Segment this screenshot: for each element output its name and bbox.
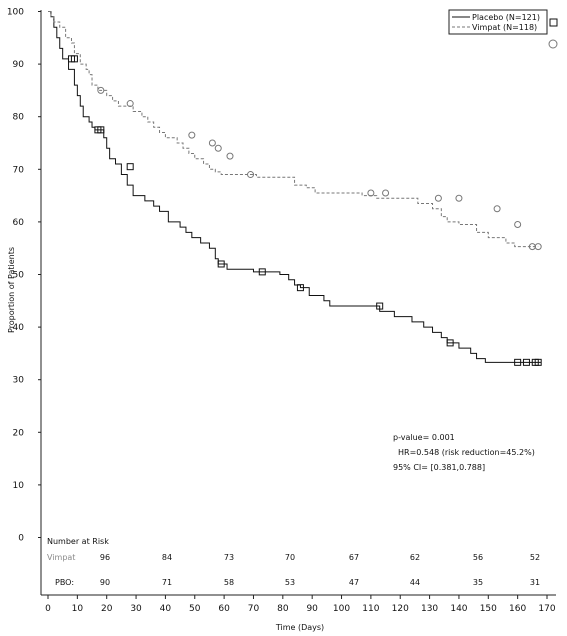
legend-label-vimpat: Vimpat (N=118) [472,23,537,32]
risk-value-vimpat: 67 [349,553,359,562]
censor-marker-vimpat [188,131,196,139]
legend-marker-vimpat [548,39,558,49]
x-tick-label: 70 [248,604,260,614]
risk-value-vimpat: 73 [224,553,234,562]
risk-value-vimpat: 84 [162,553,172,562]
risk-value-pbo: 53 [285,578,295,587]
statistics-annotation: p-value= 0.001 HR=0.548 (risk reduction=… [393,433,535,472]
risk-value-pbo: 44 [410,578,420,587]
series-line-placebo [48,11,542,363]
y-tick-label: 0 [18,534,24,544]
risk-table-title: Number at Risk [47,537,109,546]
censor-marker-vimpat [493,205,501,213]
x-tick-label: 50 [189,604,201,614]
y-tick-label: 30 [13,376,25,386]
risk-row-label-pbo: PBO: [55,578,74,587]
censor-marker-vimpat [534,243,542,251]
x-tick-label: 150 [480,604,497,614]
censor-marker-placebo [296,284,304,292]
censor-marker-placebo [70,55,78,63]
censor-marker-placebo [258,268,266,276]
legend-marker-placebo [549,18,558,27]
series-line-vimpat [48,11,539,248]
x-tick-label: 30 [130,604,142,614]
x-axis-label: Time (Days) [275,623,324,632]
censor-marker-vimpat [247,171,255,179]
censor-marker-placebo [97,126,105,134]
y-tick-label: 20 [13,428,25,438]
risk-value-pbo: 47 [349,578,359,587]
y-tick-label: 10 [13,481,25,491]
y-tick-label: 100 [7,8,24,18]
censor-marker-vimpat [226,152,234,160]
risk-value-pbo: 35 [473,578,483,587]
censor-marker-vimpat [434,194,442,202]
censor-marker-placebo [446,339,454,347]
legend-label-placebo: Placebo (N=121) [472,13,540,22]
risk-value-pbo: 58 [224,578,234,587]
risk-value-pbo: 31 [530,578,540,587]
legend-box [448,9,548,35]
y-tick-label: 50 [13,271,25,281]
x-tick-label: 160 [509,604,526,614]
censor-marker-placebo [522,358,530,366]
risk-value-pbo: 71 [162,578,172,587]
risk-value-vimpat: 96 [100,553,110,562]
censor-marker-vimpat [455,194,463,202]
y-tick-label: 70 [13,165,25,175]
y-tick-label: 90 [13,60,25,70]
x-tick-label: 80 [277,604,289,614]
x-tick-label: 120 [392,604,409,614]
p-value-text: p-value= 0.001 [393,433,455,442]
censor-marker-placebo [217,260,225,268]
x-tick-label: 10 [72,604,84,614]
y-axis-label: Proportion of Patients [7,247,16,333]
x-tick-label: 110 [362,604,379,614]
y-tick-label: 80 [13,113,25,123]
risk-value-vimpat: 62 [410,553,420,562]
risk-row-label-vimpat: Vimpat [47,553,75,562]
risk-value-vimpat: 56 [473,553,483,562]
censor-marker-vimpat [382,189,390,197]
censor-marker-vimpat [214,144,222,152]
x-tick-label: 60 [218,604,230,614]
censor-marker-vimpat [514,221,522,229]
y-tick-label: 60 [13,218,25,228]
censor-marker-placebo [376,302,384,310]
censor-marker-vimpat [367,189,375,197]
censor-marker-placebo [126,163,134,171]
risk-value-pbo: 90 [100,578,110,587]
legend: Placebo (N=121) Vimpat (N=118) [448,9,558,49]
risk-value-vimpat: 52 [530,553,540,562]
censor-marker-placebo [534,358,542,366]
x-tick-label: 170 [538,604,555,614]
censor-marker-placebo [514,358,522,366]
censor-marker-vimpat [126,100,134,108]
x-tick-label: 20 [101,604,113,614]
x-tick-label: 100 [333,604,350,614]
confidence-interval-text: 95% CI= [0.381,0.788] [393,463,485,472]
censor-marker-vimpat [208,139,216,147]
censor-marker-vimpat [97,86,105,94]
x-tick-label: 130 [421,604,438,614]
x-tick-label: 90 [306,604,318,614]
y-tick-label: 40 [13,323,25,333]
x-tick-label: 40 [160,604,172,614]
x-tick-label: 140 [450,604,467,614]
x-tick-label: 0 [45,604,51,614]
hazard-ratio-text: HR=0.548 (risk reduction=45.2%) [398,448,535,457]
risk-value-vimpat: 70 [285,553,295,562]
